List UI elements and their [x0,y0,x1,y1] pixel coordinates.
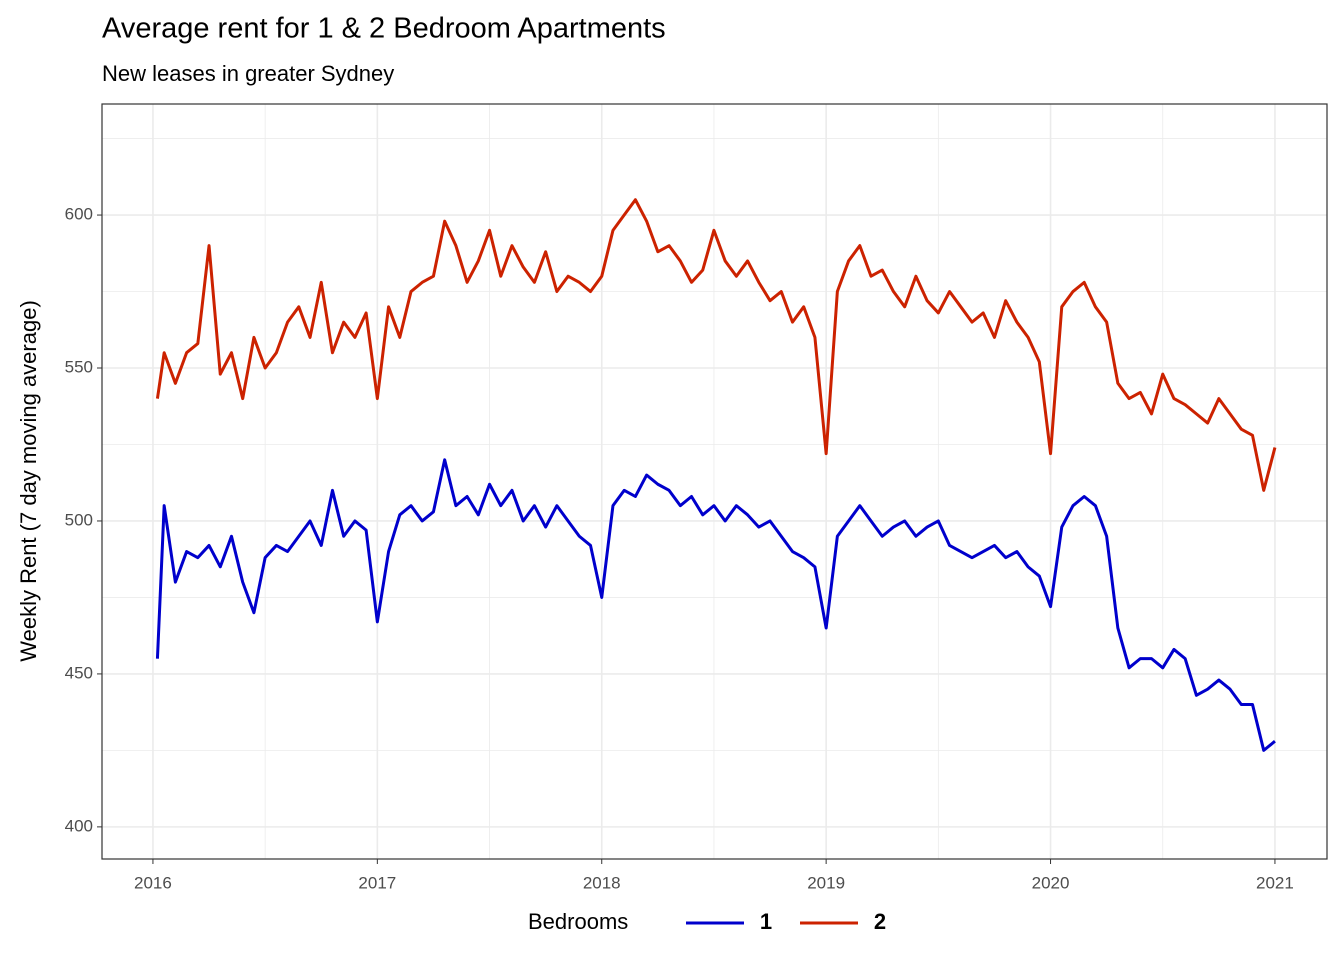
y-tick-label: 450 [65,663,93,682]
x-tick-label: 2021 [1256,873,1294,892]
x-tick-label: 2020 [1032,873,1070,892]
x-tick-label: 2017 [358,873,396,892]
y-axis-label: Weekly Rent (7 day moving average) [16,300,41,662]
chart-subtitle: New leases in greater Sydney [102,61,394,86]
x-tick-label: 2019 [807,873,845,892]
y-tick-label: 600 [65,205,93,224]
x-tick-label: 2018 [583,873,621,892]
series-line [155,198,1277,492]
plot-border [101,103,1328,860]
y-tick-label: 500 [65,510,93,529]
legend-label: 1 [760,909,772,934]
chart-title: Average rent for 1 & 2 Bedroom Apartment… [102,13,666,45]
legend-title: Bedrooms [528,909,628,934]
y-tick-label: 550 [65,357,93,376]
series-line [155,458,1276,752]
y-tick-label: 400 [65,816,93,835]
x-tick-label: 2016 [134,873,172,892]
legend-label: 2 [874,909,886,934]
